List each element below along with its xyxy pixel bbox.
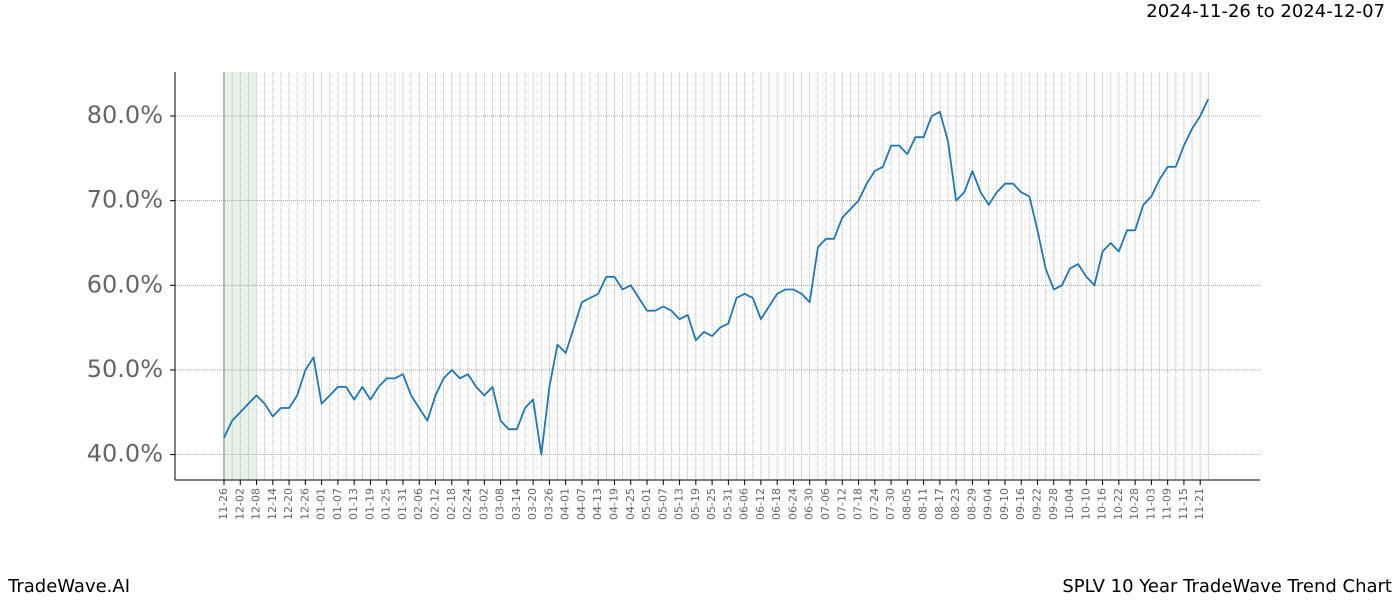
x-tick-label: 03-14 [510,488,523,520]
x-tick-label: 06-18 [770,488,783,520]
x-tick-label: 10-28 [1128,488,1141,520]
y-tick-label: 80.0% [87,101,163,129]
x-tick-label: 03-02 [477,488,490,520]
x-tick-label: 12-26 [298,488,311,520]
x-tick-label: 04-01 [559,488,572,520]
x-tick-label: 11-21 [1193,488,1206,520]
footer-right: SPLV 10 Year TradeWave Trend Chart [1062,576,1392,597]
y-tick-label: 40.0% [87,440,163,468]
x-tick-label: 11-15 [1177,488,1190,520]
x-tick-label: 07-18 [852,488,865,520]
x-tick-label: 09-16 [1014,488,1027,520]
x-tick-label: 11-09 [1161,488,1174,520]
x-tick-label: 03-20 [526,488,539,520]
x-tick-label: 09-22 [1031,488,1044,520]
x-tick-label: 07-06 [819,488,832,520]
line [223,98,1210,456]
x-tick-label: 09-04 [982,488,995,520]
x-tick-label: 06-30 [803,488,816,520]
y-tick-label: 60.0% [87,270,163,298]
x-tick-label: 12-02 [233,488,246,520]
footer-left: TradeWave.AI [7,576,130,597]
x-tick-label: 08-17 [933,488,946,520]
x-tick-label: 01-31 [396,488,409,520]
x-tick-label: 11-26 [217,488,230,520]
x-tick-label: 02-12 [429,488,442,520]
x-tick-label: 02-18 [445,488,458,520]
x-tick-label: 07-30 [884,488,897,520]
x-tick-label: 04-07 [575,488,588,520]
x-tick-label: 06-24 [786,488,799,520]
x-tick-label: 12-20 [282,488,295,520]
x-tick-label: 07-12 [835,488,848,520]
chart-subtitle: 2024-11-26 to 2024-12-07 [1146,1,1385,22]
x-tick-label: 12-14 [266,488,279,520]
x-tick-label: 04-25 [624,488,637,520]
x-tick-label: 05-31 [721,488,734,520]
x-tick-label: 09-28 [1047,488,1060,520]
x-tick-label: 09-10 [998,488,1011,520]
x-tick-label: 10-22 [1112,488,1125,520]
x-tick-label: 01-19 [363,488,376,520]
x-tick-label: 11-03 [1144,488,1157,520]
x-tick-label: 04-13 [591,488,604,520]
x-tick-label: 12-08 [250,488,263,520]
x-tick-label: 08-29 [965,488,978,520]
x-tick-label: 08-11 [917,488,930,520]
x-tick-label: 05-07 [656,488,669,520]
x-tick-label: 06-12 [754,488,767,520]
x-tick-label: 02-06 [412,488,425,520]
x-tick-label: 05-19 [689,488,702,520]
x-tick-label: 04-19 [607,488,620,520]
x-tick-label: 01-01 [315,488,328,520]
x-tick-label: 01-25 [380,488,393,520]
x-tick-label: 03-26 [542,488,555,520]
x-tick-label: 05-01 [640,488,653,520]
x-tick-label: 10-16 [1096,488,1109,520]
x-tick-label: 05-25 [705,488,718,520]
y-tick-label: 70.0% [87,186,163,214]
x-tick-label: 08-23 [949,488,962,520]
x-tick-label: 10-10 [1079,488,1092,520]
x-tick-label: 08-05 [900,488,913,520]
x-tick-label: 07-24 [868,488,881,520]
x-tick-label: 10-04 [1063,488,1076,520]
y-tick-label: 50.0% [87,355,163,383]
x-tick-label: 02-24 [461,488,474,520]
x-tick-label: 03-08 [494,488,507,520]
x-tick-label: 01-07 [331,488,344,520]
x-tick-label: 06-06 [738,488,751,520]
x-tick-label: 05-13 [673,488,686,520]
x-tick-label: 01-13 [347,488,360,520]
